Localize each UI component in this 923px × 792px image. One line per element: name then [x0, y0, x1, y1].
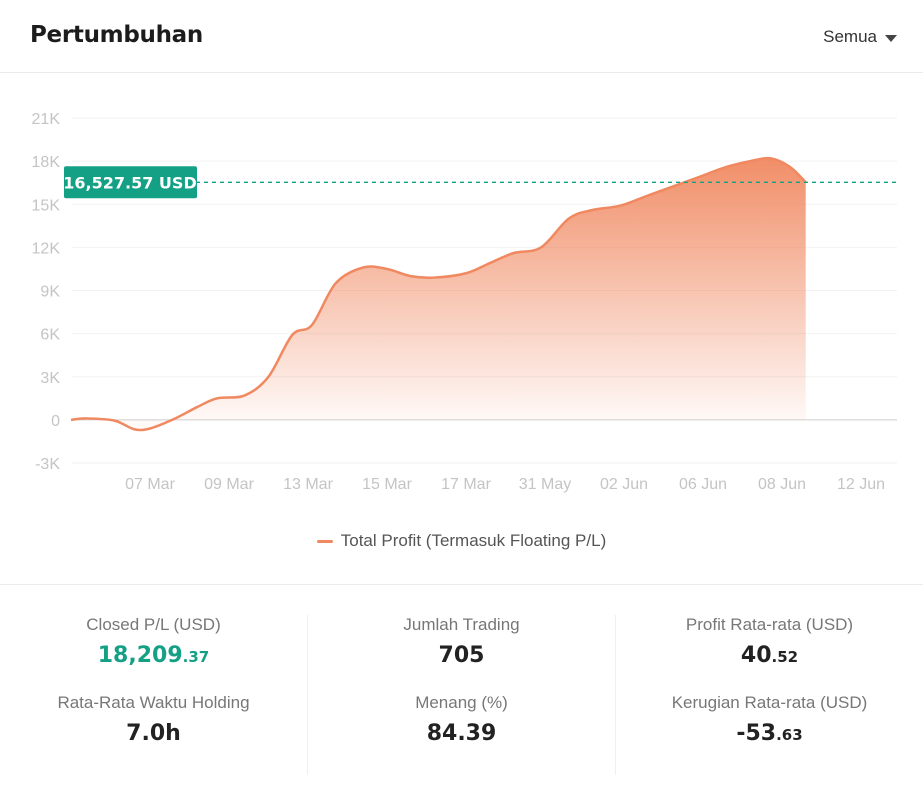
stats-column: Jumlah Trading 705 Menang (%) 84.39: [307, 615, 615, 775]
stat-value: -53.63: [736, 721, 803, 746]
stat-closed-pl: Closed P/L (USD) 18,209.37: [0, 615, 307, 693]
stats-column: Profit Rata-rata (USD) 40.52 Kerugian Ra…: [615, 615, 923, 775]
stat-label: Rata-Rata Waktu Holding: [57, 693, 250, 712]
x-tick-label: 31 May: [519, 476, 571, 493]
x-tick-label: 15 Mar: [362, 476, 412, 493]
stat-label: Profit Rata-rata (USD): [685, 615, 854, 634]
x-tick-label: 07 Mar: [125, 476, 175, 493]
stat-value: 7.0h: [126, 721, 181, 746]
stat-avg-loss: Kerugian Rata-rata (USD) -53.63: [616, 693, 923, 771]
stat-label: Closed P/L (USD): [86, 615, 221, 634]
current-value-badge: [64, 166, 197, 199]
stats-panel: Closed P/L (USD) 18,209.37 Rata-Rata Wak…: [0, 585, 923, 792]
stat-value: 84.39: [426, 721, 497, 746]
y-tick-label: 6K: [40, 327, 60, 344]
legend-label: Total Profit (Termasuk Floating P/L): [340, 531, 607, 550]
x-tick-label: 12 Jun: [837, 476, 885, 493]
y-tick-label: 0: [51, 413, 60, 430]
stat-value: 40.52: [740, 643, 799, 668]
x-tick-label: 17 Mar: [441, 476, 491, 493]
stats-column: Closed P/L (USD) 18,209.37 Rata-Rata Wak…: [0, 615, 307, 775]
panel-header: Pertumbuhan Semua: [0, 0, 923, 73]
period-filter-dropdown[interactable]: Semua: [823, 27, 897, 47]
y-tick-label: 18K: [32, 154, 61, 171]
y-tick-label: 9K: [40, 284, 60, 301]
stat-label: Jumlah Trading: [403, 615, 520, 634]
stat-label: Menang (%): [415, 693, 508, 712]
series-line: [70, 156, 807, 432]
y-tick-label: 15K: [32, 197, 61, 214]
stat-win-rate: Menang (%) 84.39: [308, 693, 615, 771]
current-value-label: 16,527.57 USD: [63, 173, 196, 192]
x-tick-label: 13 Mar: [283, 476, 333, 493]
growth-chart: 21K 18K 15K 12K 9K 6K 3K 0 -3K 07 Mar 09 Mar 13 Mar…: [32, 111, 897, 493]
period-filter-label: Semua: [823, 27, 877, 46]
caret-down-icon: [885, 34, 897, 42]
stat-value: 705: [438, 643, 485, 668]
divider: [0, 584, 923, 585]
y-tick-label: 3K: [40, 370, 60, 387]
stat-value: 18,209.37: [97, 643, 210, 668]
stat-avg-holding-time: Rata-Rata Waktu Holding 7.0h: [0, 693, 307, 771]
y-tick-label: -3K: [35, 456, 60, 473]
series-area: [71, 158, 806, 431]
legend-swatch: [316, 539, 333, 543]
y-tick-label: 21K: [32, 111, 61, 128]
x-tick-label: 02 Jun: [600, 476, 648, 493]
stat-trade-count: Jumlah Trading 705: [308, 615, 615, 693]
stat-avg-profit: Profit Rata-rata (USD) 40.52: [616, 615, 923, 693]
x-tick-label: 06 Jun: [679, 476, 727, 493]
y-tick-label: 12K: [32, 240, 61, 257]
chart-legend[interactable]: Total Profit (Termasuk Floating P/L): [0, 531, 923, 551]
stat-label: Kerugian Rata-rata (USD): [671, 693, 868, 712]
x-tick-label: 09 Mar: [204, 476, 254, 493]
x-tick-label: 08 Jun: [758, 476, 806, 493]
page-title: Pertumbuhan: [30, 22, 203, 48]
